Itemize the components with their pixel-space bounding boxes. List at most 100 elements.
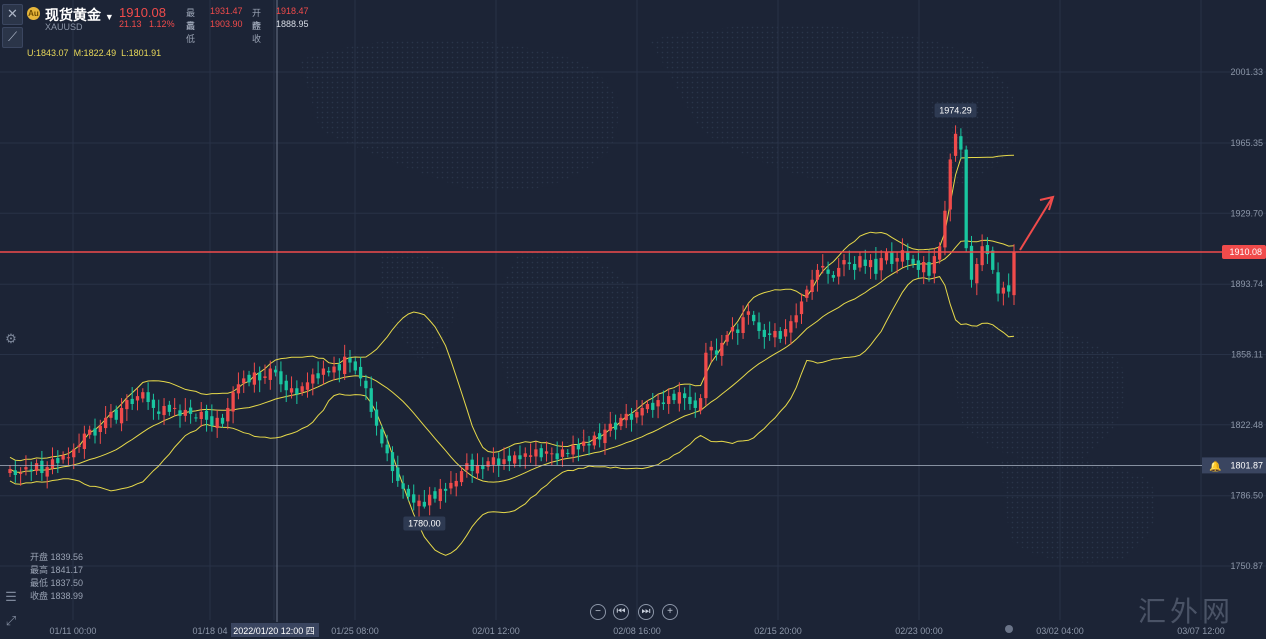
candle-body bbox=[667, 396, 671, 405]
settings-icon[interactable]: ⚙ bbox=[5, 331, 17, 346]
close-icon[interactable]: ✕ bbox=[2, 4, 23, 25]
chart-overlay: 1910.08 🔔 1801.87 1974.29 1780.00 bbox=[0, 103, 1266, 633]
candle-body bbox=[215, 417, 219, 429]
draw-tool-icon[interactable]: ⟋ bbox=[2, 27, 23, 48]
low-value: 1903.90 bbox=[210, 19, 243, 29]
candle-body bbox=[991, 250, 995, 270]
candle-body bbox=[412, 494, 416, 503]
x-tick-label: 01/25 08:00 bbox=[331, 626, 379, 636]
instrument-title[interactable]: 现货黄金 ▼ bbox=[45, 7, 114, 23]
zoom-in-button[interactable]: + bbox=[662, 604, 678, 620]
candle-body bbox=[369, 388, 373, 412]
candle-body bbox=[736, 329, 740, 334]
bollinger-readout: U:1843.07 M:1822.49 L:1801.91 bbox=[27, 48, 162, 58]
ohlc-open: 开盘 1839.56 bbox=[30, 552, 84, 562]
candle-body bbox=[868, 260, 873, 268]
candle-body bbox=[502, 459, 506, 464]
candle-body bbox=[151, 399, 156, 408]
candle-body bbox=[263, 376, 267, 378]
candle-body bbox=[911, 258, 915, 264]
candle-body bbox=[146, 392, 150, 403]
candle-body bbox=[582, 441, 586, 446]
candle-body bbox=[863, 259, 867, 266]
expand-icon[interactable]: ⤢ bbox=[5, 613, 17, 628]
candle-body bbox=[258, 372, 262, 381]
y-tick-label: 1965.35 bbox=[1230, 138, 1263, 148]
scroll-left-button[interactable]: ⏮ bbox=[613, 604, 629, 620]
candle-body bbox=[242, 378, 246, 384]
bollinger-middle bbox=[9, 239, 1015, 483]
open-label: 开盘 bbox=[252, 8, 262, 31]
candle-body bbox=[624, 413, 628, 421]
candle-body bbox=[226, 407, 230, 422]
chevron-down-icon[interactable]: ▼ bbox=[104, 12, 114, 22]
candle-body bbox=[374, 409, 379, 426]
trend-arrow-head bbox=[1039, 195, 1055, 211]
y-tick-label: 1822.48 bbox=[1230, 420, 1263, 430]
candle-body bbox=[141, 392, 145, 399]
candle-body bbox=[481, 465, 485, 470]
candle-body bbox=[162, 405, 166, 416]
candle-body bbox=[953, 133, 958, 156]
candle-body bbox=[937, 246, 942, 260]
candle-body bbox=[714, 350, 719, 355]
candle-body bbox=[486, 461, 490, 467]
candle-body bbox=[194, 417, 198, 419]
ohlc-low: 最低 1837.50 bbox=[30, 578, 84, 588]
crosshair-price-label: 1801.87 bbox=[1230, 460, 1263, 470]
candle-body bbox=[1007, 285, 1011, 292]
last-price: 1910.08 bbox=[119, 5, 166, 20]
candle-body bbox=[236, 384, 241, 394]
candle-body bbox=[390, 452, 395, 472]
candle-body bbox=[66, 457, 71, 459]
candle-body bbox=[173, 407, 177, 409]
x-tick-label: 03/07 12:00 bbox=[1177, 626, 1225, 636]
candle-body bbox=[252, 372, 257, 385]
candle-body bbox=[613, 422, 618, 430]
candle-body bbox=[34, 463, 39, 472]
candle-body bbox=[178, 410, 182, 416]
candle-body bbox=[608, 423, 612, 431]
candle-body bbox=[321, 368, 326, 375]
high-label: 最高 bbox=[186, 8, 196, 31]
candle-body bbox=[656, 400, 660, 407]
candle-body bbox=[348, 357, 352, 363]
candle-body bbox=[592, 435, 596, 446]
candle-body bbox=[821, 265, 825, 268]
scroll-right-button[interactable]: ⏭ bbox=[638, 604, 654, 620]
candle-body bbox=[433, 491, 437, 499]
annotation-box bbox=[403, 516, 446, 531]
candle-body bbox=[385, 444, 389, 454]
candle-body bbox=[396, 467, 400, 481]
candle-body bbox=[720, 342, 724, 356]
candle-body bbox=[778, 331, 782, 339]
x-tick-label: 2022/01/20 12:00 四 bbox=[233, 626, 315, 636]
candle-body bbox=[459, 471, 464, 483]
zoom-out-button[interactable]: − bbox=[590, 604, 606, 620]
x-tick-label: 02/01 12:00 bbox=[472, 626, 520, 636]
candle-body bbox=[677, 392, 681, 404]
gold-coin-icon: Au bbox=[27, 7, 40, 20]
price-change: 21.13 1.12% bbox=[119, 19, 175, 29]
candle-body bbox=[762, 329, 766, 337]
x-tick-label: 02/08 16:00 bbox=[613, 626, 661, 636]
x-crosshair-label-bg bbox=[231, 623, 319, 637]
candle-body bbox=[975, 263, 979, 284]
y-tick-label: 1858.11 bbox=[1231, 349, 1263, 359]
candle-body bbox=[497, 458, 501, 466]
prev-close-label: 昨收 bbox=[252, 21, 262, 44]
candle-body bbox=[56, 458, 60, 464]
candle-body bbox=[327, 370, 331, 373]
candle-body bbox=[906, 251, 910, 261]
candle-body bbox=[598, 433, 602, 440]
layers-icon[interactable]: ☰ bbox=[5, 589, 17, 604]
alert-bell-icon: 🔔 bbox=[1209, 460, 1221, 472]
candle-body bbox=[199, 411, 203, 419]
candle-body bbox=[279, 371, 283, 385]
candle-body bbox=[13, 470, 17, 476]
candle-body bbox=[98, 425, 102, 433]
candle-body bbox=[518, 455, 522, 460]
candle-body bbox=[959, 136, 963, 150]
open-value: 1918.47 bbox=[276, 6, 309, 16]
